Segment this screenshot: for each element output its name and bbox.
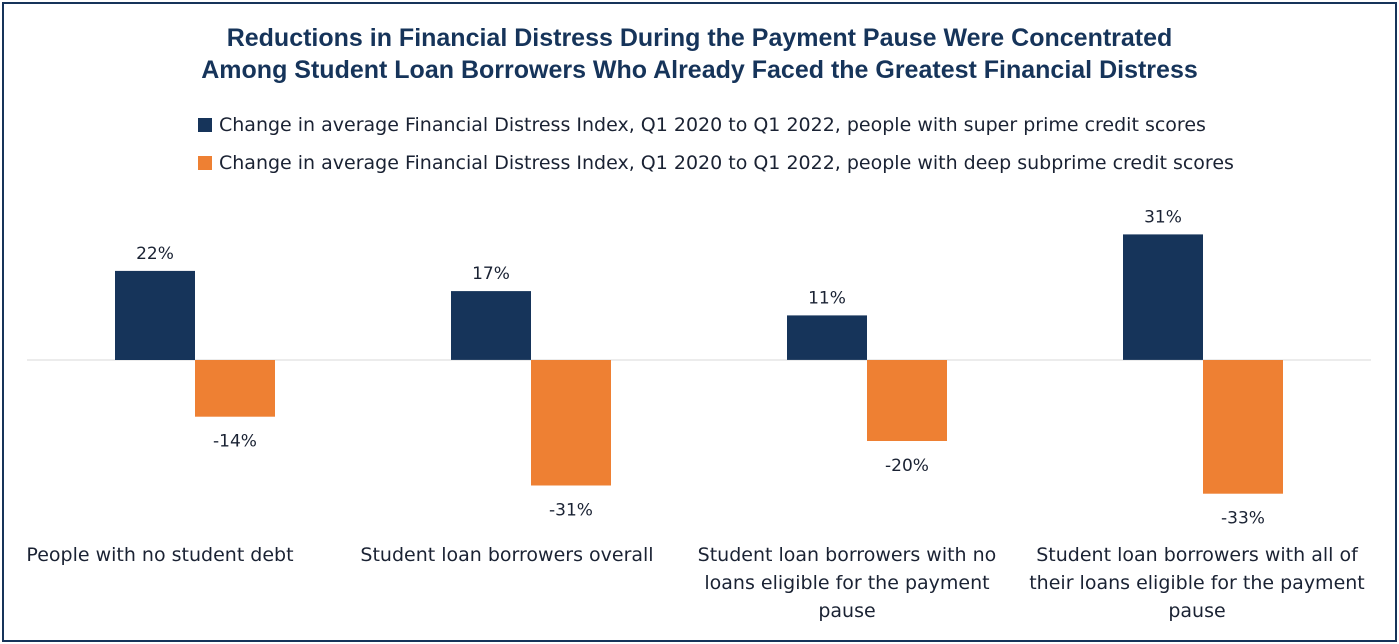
bar-deep-subprime-3 (1203, 360, 1283, 494)
bar-super-prime-1 (451, 291, 531, 360)
legend-item-deep-subprime: Change in average Financial Distress Ind… (198, 144, 1234, 182)
data-label-deep-subprime-3: -33% (1221, 509, 1265, 529)
data-label-deep-subprime-0: -14% (213, 432, 257, 452)
legend-swatch-super-prime (198, 118, 212, 132)
chart-title-line-2: Among Student Loan Borrowers Who Already… (201, 56, 1198, 84)
bar-super-prime-0 (115, 270, 195, 360)
category-label-all-loans-eligible: Student loan borrowers with all of their… (1029, 544, 1365, 622)
data-label-deep-subprime-1: -31% (549, 501, 593, 521)
chart-title: Reductions in Financial Distress During … (0, 22, 1399, 86)
data-label-super-prime-2: 11% (808, 288, 846, 308)
bar-deep-subprime-1 (531, 360, 611, 486)
legend-label-deep-subprime: Change in average Financial Distress Ind… (219, 152, 1234, 174)
legend-swatch-deep-subprime (198, 156, 212, 170)
data-label-super-prime-3: 31% (1144, 207, 1182, 227)
legend-item-super-prime: Change in average Financial Distress Ind… (198, 106, 1234, 144)
bar-deep-subprime-2 (867, 360, 947, 441)
category-label-no-student-debt: People with no student debt (26, 544, 294, 566)
data-label-deep-subprime-2: -20% (885, 456, 929, 476)
bar-super-prime-2 (787, 315, 867, 360)
chart-title-line-1: Reductions in Financial Distress During … (226, 24, 1173, 52)
data-label-super-prime-0: 22% (136, 244, 174, 264)
category-label-no-loans-eligible: Student loan borrowers with no loans eli… (697, 544, 997, 622)
data-label-super-prime-1: 17% (472, 264, 510, 284)
bar-deep-subprime-0 (195, 360, 275, 417)
chart-legend: Change in average Financial Distress Ind… (198, 106, 1234, 182)
bar-super-prime-3 (1123, 234, 1203, 360)
category-label-borrowers-overall: Student loan borrowers overall (360, 544, 654, 566)
legend-label-super-prime: Change in average Financial Distress Ind… (219, 114, 1206, 136)
